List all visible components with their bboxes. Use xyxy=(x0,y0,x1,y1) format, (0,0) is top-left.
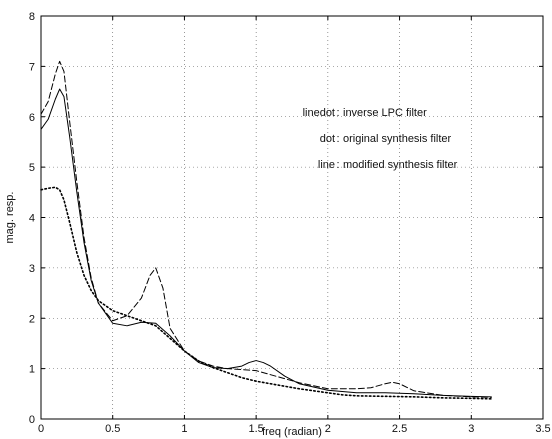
y-tick-label: 8 xyxy=(29,11,35,23)
plot-frame xyxy=(40,15,544,420)
grid xyxy=(41,16,543,419)
y-tick-label: 3 xyxy=(29,263,35,275)
y-tick-label: 6 xyxy=(29,112,35,124)
x-tick-label: 0.5 xyxy=(105,423,120,435)
y-tick-label: 0 xyxy=(29,414,35,426)
legend-key: line xyxy=(318,159,335,171)
legend-label: modified synthesis filter xyxy=(343,159,458,171)
x-axis-label: freq (radian) xyxy=(262,426,322,438)
ticks: 0 0.5 1 1.5 2 2.5 3 3.5 0 1 2 3 4 5 6 7 8 xyxy=(29,11,551,435)
legend-label: inverse LPC filter xyxy=(343,107,427,119)
legend-key: dot xyxy=(320,133,335,145)
legend-separator: : xyxy=(336,107,339,119)
x-tick-label: 2 xyxy=(325,423,331,435)
series-line xyxy=(40,88,492,398)
x-tick-label: 3 xyxy=(468,423,474,435)
legend: linedot: inverse LPC filter dot: original s… xyxy=(303,107,458,171)
legend-key: linedot xyxy=(303,107,335,119)
y-tick-label: 7 xyxy=(29,61,35,73)
legend-separator: : xyxy=(336,159,339,171)
x-tick-label: 0 xyxy=(38,423,44,435)
y-tick-label: 1 xyxy=(29,364,35,376)
x-tick-label: 1 xyxy=(181,423,187,435)
y-tick-label: 4 xyxy=(29,213,35,225)
series-group xyxy=(40,60,493,400)
y-tick-label: 5 xyxy=(29,162,35,174)
legend-separator: : xyxy=(336,133,339,145)
series-dot xyxy=(40,186,493,400)
legend-label: original synthesis filter xyxy=(343,133,452,145)
series-linedot xyxy=(40,60,492,398)
x-tick-label: 3.5 xyxy=(535,423,550,435)
x-tick-label: 1.5 xyxy=(248,423,263,435)
x-tick-label: 2.5 xyxy=(392,423,407,435)
y-axis-label: mag. resp. xyxy=(4,192,16,244)
y-tick-label: 2 xyxy=(29,313,35,325)
